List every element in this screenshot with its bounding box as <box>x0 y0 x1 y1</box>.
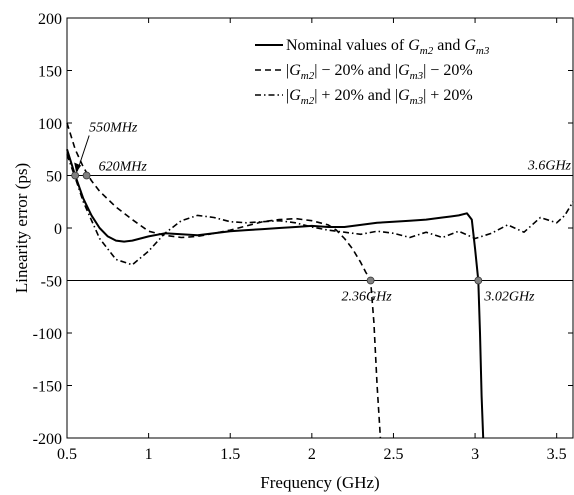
y-tick-label: -200 <box>33 431 62 448</box>
series-line-dashdot <box>66 154 574 266</box>
x-tick-label: 1 <box>145 446 153 463</box>
y-tick-label: 150 <box>38 64 62 81</box>
x-axis-title: Frequency (GHz) <box>260 473 379 492</box>
annotation-marker <box>366 276 375 285</box>
y-tick-label: 50 <box>46 169 62 186</box>
reference-line-label: 3.6GHz <box>527 159 572 174</box>
annotation-layer: 550MHz 620MHz 2.36GHz 3.02GHz <box>71 121 535 305</box>
annotation-marker <box>82 171 91 180</box>
x-tick-label: 3 <box>471 446 479 463</box>
y-axis-title: Linearity error (ps) <box>12 163 31 293</box>
legend-label-nominal: Nominal values of Gm2 and Gm3 <box>286 37 490 57</box>
reference-lines: 3.6GHz <box>67 159 573 281</box>
annotation-marker <box>474 276 483 285</box>
legend-label-plus20: |Gm2| + 20% and |Gm3| + 20% <box>286 87 473 107</box>
y-tick-label: -150 <box>33 379 62 396</box>
annotation-label: 3.02GHz <box>483 290 535 305</box>
legend: Nominal values of Gm2 and Gm3 |Gm2| − 20… <box>255 37 490 107</box>
y-tick-label: -50 <box>41 274 62 291</box>
annotation-marker <box>71 171 80 180</box>
y-axis-ticks: 200 150 100 50 0 -50 -100 -150 -200 <box>33 11 573 448</box>
x-tick-label: 0.5 <box>57 446 77 463</box>
x-axis-ticks: 0.5 1 1.5 2 2.5 3 3.5 <box>57 18 567 463</box>
x-tick-label: 1.5 <box>220 446 240 463</box>
annotation-label: 550MHz <box>89 121 138 136</box>
series-layer <box>66 122 574 439</box>
x-tick-label: 2.5 <box>383 446 403 463</box>
y-tick-label: 100 <box>38 116 62 133</box>
y-tick-label: -100 <box>33 326 62 343</box>
series-line-solid <box>66 149 485 439</box>
annotation-label: 2.36GHz <box>342 290 393 305</box>
x-tick-label: 2 <box>308 446 316 463</box>
y-tick-label: 0 <box>54 221 62 238</box>
annotation-arrowhead <box>74 162 82 173</box>
x-tick-label: 3.5 <box>547 446 567 463</box>
legend-label-minus20: |Gm2| − 20% and |Gm3| − 20% <box>286 62 473 82</box>
y-tick-label: 200 <box>38 11 62 28</box>
annotation-label: 620MHz <box>99 160 148 175</box>
